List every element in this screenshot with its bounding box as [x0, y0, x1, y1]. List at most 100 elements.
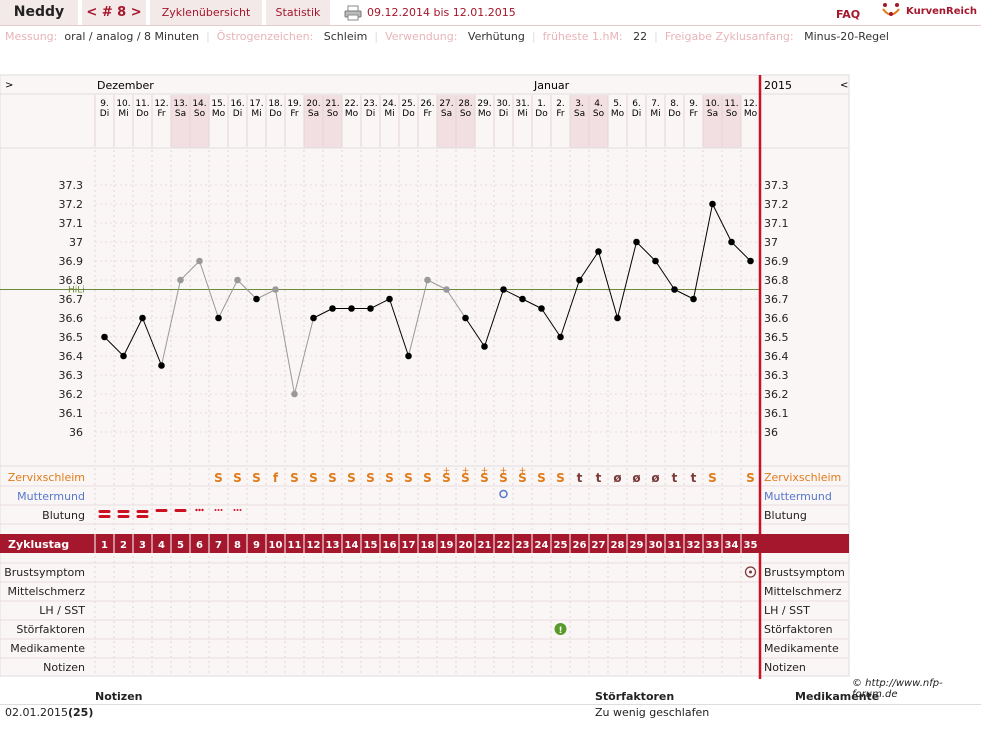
bleeding-mark [233, 509, 236, 511]
bleeding-row-label-right: Blutung [764, 509, 807, 522]
cervix-mark: S [233, 471, 242, 485]
cervix-mark: S [214, 471, 223, 485]
y-tick-label-right: 36.2 [764, 388, 789, 401]
cycle-day-number: 31 [668, 540, 682, 551]
weekend-column [456, 95, 475, 148]
temperature-segment [655, 260, 675, 290]
day-number: 12. [743, 99, 757, 109]
cervix-mark: S [347, 471, 356, 485]
temperature-segment [294, 317, 314, 395]
date-range: 09.12.2014 bis 12.01.2015 [367, 6, 516, 19]
faq-link[interactable]: FAQ [836, 8, 861, 21]
cycle-day-number: 20 [459, 540, 473, 551]
cycle-nav[interactable]: < # 8 > [82, 0, 146, 25]
measure-label: Messung: [5, 30, 58, 43]
day-weekday: Sa [574, 109, 585, 119]
usage-value: Verhütung [467, 30, 525, 43]
cervix-mark: ø [651, 471, 659, 485]
y-tick-label-right: 36.7 [764, 293, 789, 306]
temperature-segment [408, 279, 428, 357]
brand-name[interactable]: KurvenReich [906, 6, 978, 17]
stoer-icon [554, 623, 567, 635]
day-weekday: So [726, 109, 738, 119]
earliest-label: früheste 1.hM: [542, 30, 623, 43]
bleeding-mark [198, 508, 201, 512]
day-weekday: Do [668, 109, 681, 119]
brand-logo-icon[interactable] [880, 2, 902, 22]
print-icon[interactable] [344, 5, 362, 21]
y-tick-label-right: 36.5 [764, 331, 789, 344]
temperature-point [690, 295, 697, 303]
temperature-segment [313, 308, 333, 319]
estrogen-value: Schleim [323, 30, 368, 43]
cycle-day-number: 17 [402, 540, 416, 551]
day-weekday: Mo [212, 109, 226, 119]
temperature-segment [617, 241, 637, 319]
cycle-day-number: 19 [440, 540, 454, 551]
bleeding-mark [214, 509, 217, 511]
day-number: 17. [249, 99, 263, 109]
usage-label: Verwendung: [385, 30, 458, 43]
day-weekday: Mi [118, 109, 128, 119]
notes-row-label-right: Notizen [764, 661, 806, 674]
day-number: 10. [705, 99, 719, 109]
day-number: 22. [344, 99, 358, 109]
cycle-day-label: Zyklustag [8, 538, 69, 551]
muttermund-icon [499, 489, 508, 499]
temperature-point [386, 295, 393, 303]
day-number: 26. [420, 99, 434, 109]
temperature-segment [275, 289, 295, 395]
day-weekday: Mo [611, 109, 625, 119]
stoer-row-label-right: Störfaktoren [764, 623, 833, 636]
cervix-mark: S [423, 471, 432, 485]
y-tick-label-right: 37.1 [764, 217, 789, 230]
tab-statistics[interactable]: Statistik [266, 0, 330, 25]
y-tick-label-right: 36.3 [764, 369, 789, 382]
cervix-mark: S [290, 471, 299, 485]
notes-row-label: Notizen [43, 661, 85, 674]
day-weekday: Sa [308, 109, 319, 119]
bleeding-mark [174, 509, 187, 512]
cervix-plus-mark: + [462, 466, 470, 476]
y-tick-label-right: 36.9 [764, 255, 789, 268]
tab-cycle-overview[interactable]: Zyklenübersicht [150, 0, 262, 25]
temperature-segment [389, 298, 409, 357]
cervix-mark: S [366, 471, 375, 485]
temperature-point [728, 238, 735, 246]
footer-notes-heading: Notizen [95, 690, 143, 703]
day-number: 5. [613, 99, 622, 109]
bleeding-mark [195, 508, 198, 512]
day-number: 20. [306, 99, 320, 109]
cycle-day-number: 25 [554, 540, 568, 551]
cervix-row-label: Zervixschleim [8, 471, 85, 484]
cycle-day-number: 22 [497, 540, 511, 551]
cervix-mark: S [518, 471, 527, 485]
cervix-mark: S [537, 471, 546, 485]
day-number: 25. [401, 99, 415, 109]
release-value: Minus-20-Regel [804, 30, 889, 43]
cycle-day-number: 7 [215, 540, 222, 551]
cervix-mark: t [596, 471, 602, 485]
y-tick-label: 37.1 [59, 217, 84, 230]
day-weekday: Sa [175, 109, 186, 119]
temperature-point [633, 238, 640, 246]
temperature-point [747, 257, 754, 265]
user-name[interactable]: Neddy [0, 0, 78, 25]
muttermund-row-label: Muttermund [17, 490, 85, 503]
cervix-mark: ø [613, 471, 621, 485]
cycle-day-number: 13 [326, 540, 340, 551]
bleeding-mark [155, 509, 168, 512]
bleeding-mark [217, 509, 220, 511]
bleeding-mark [236, 509, 239, 511]
day-weekday: Fr [423, 109, 432, 119]
day-number: 11. [724, 99, 738, 109]
y-tick-label-right: 37 [764, 236, 778, 249]
day-number: 24. [382, 99, 396, 109]
cycle-day-number: 5 [177, 540, 184, 551]
info-bar: Messung: oral / analog / 8 Minuten | Öst… [5, 30, 889, 43]
measure-value: oral / analog / 8 Minuten [64, 30, 200, 43]
temperature-segment [731, 241, 751, 262]
cycle-day-number: 27 [592, 540, 606, 551]
bleeding-mark [98, 515, 111, 518]
y-tick-label: 36.9 [59, 255, 84, 268]
